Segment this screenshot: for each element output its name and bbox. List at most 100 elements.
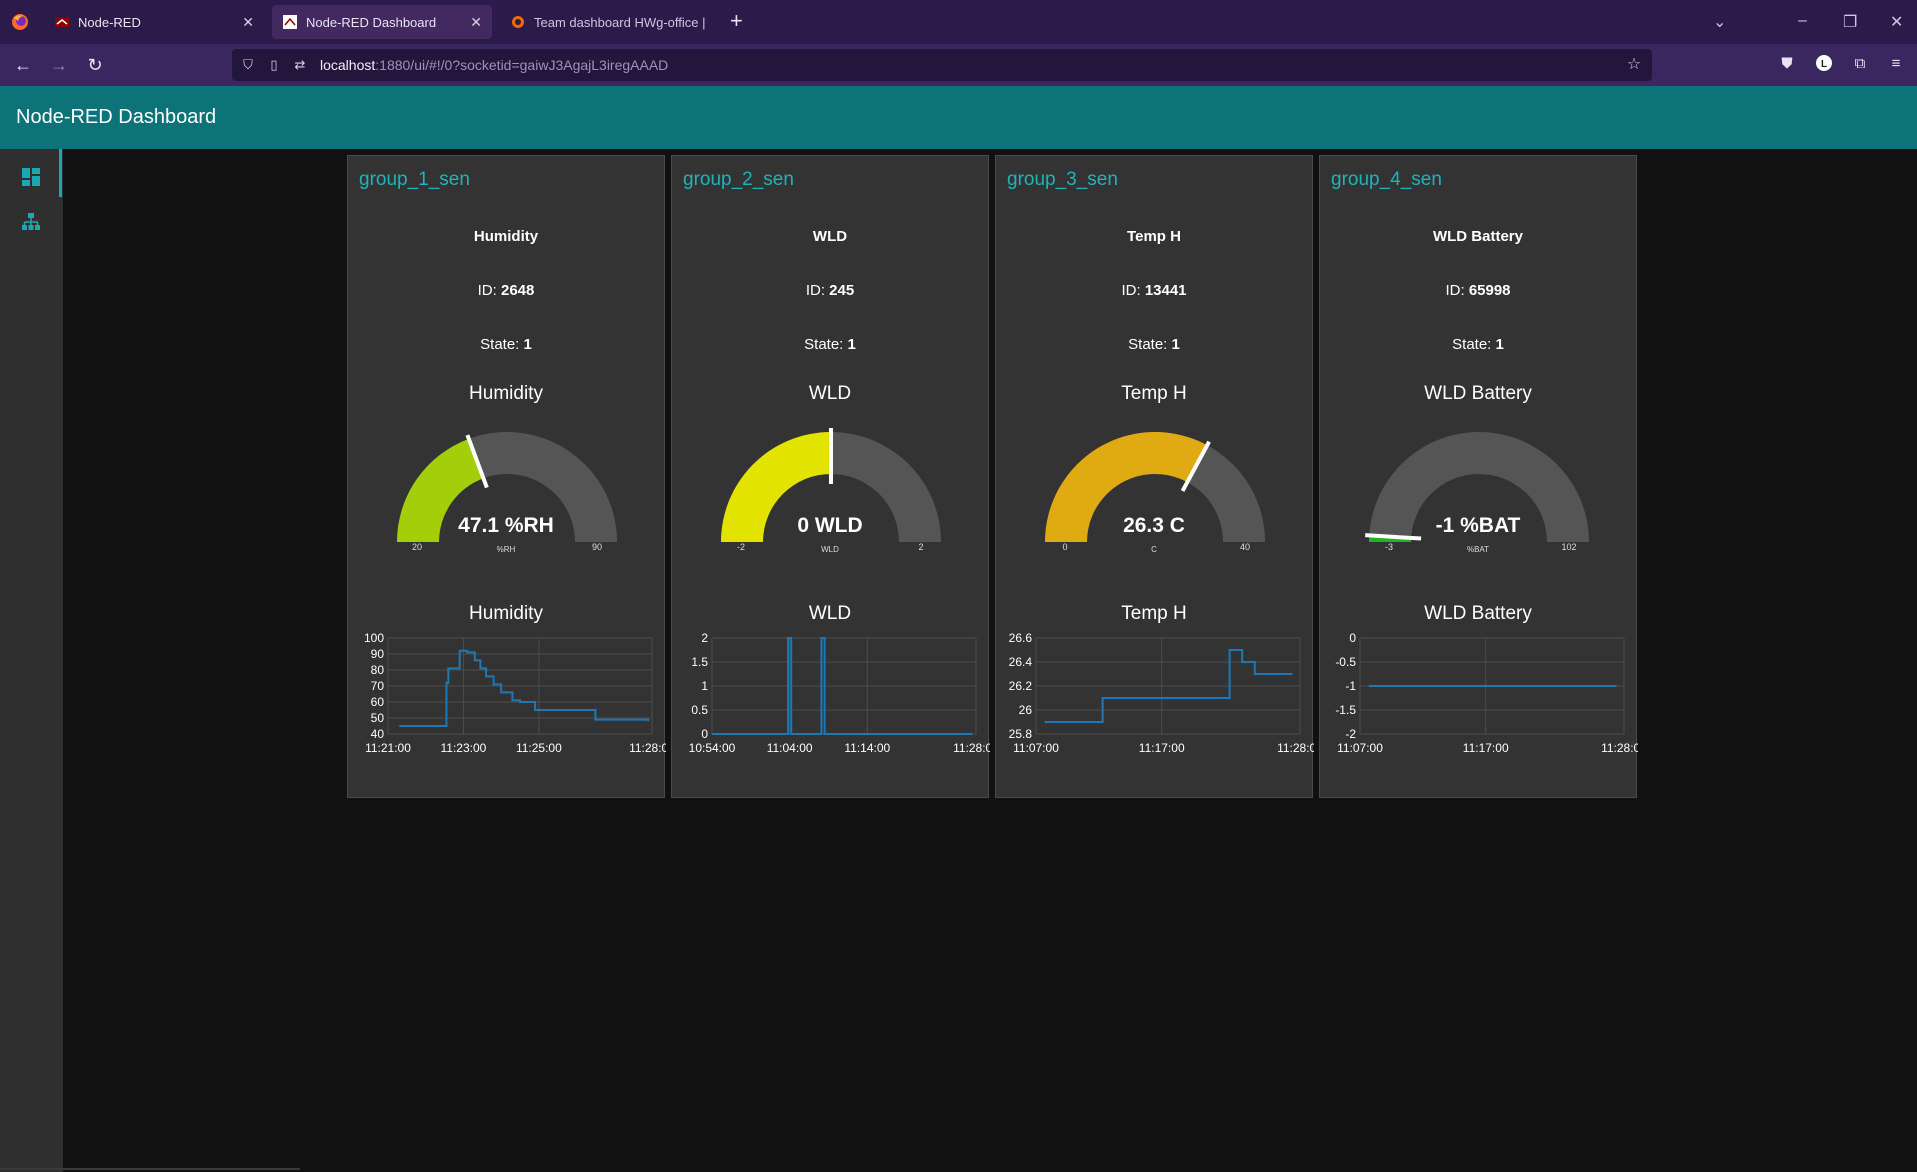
y-tick-label: 0: [1349, 631, 1356, 645]
forward-arrow-icon[interactable]: →: [50, 55, 68, 75]
sensor-name: WLD Battery: [1432, 228, 1523, 245]
list-all-tabs-icon[interactable]: ⌄: [1713, 14, 1727, 31]
y-tick-label: -1: [1345, 679, 1356, 693]
scrollbar-strip: [0, 1168, 300, 1170]
id-label: ID:: [805, 282, 830, 299]
y-tick-label: 0: [701, 727, 708, 741]
y-tick-label: -2: [1345, 727, 1356, 741]
pocket-icon[interactable]: ⛊: [1781, 55, 1793, 72]
line-chart: 2 1.5 1 0.5 010:54:00 11:04:00 11:14:00 11:28:0…: [689, 631, 990, 755]
tab-title: Team dashboard HWg-office | S: [534, 14, 706, 30]
chart-title: WLD Battery: [1424, 603, 1532, 624]
extensions-icon[interactable]: ⧉: [1854, 55, 1866, 72]
id-label: ID:: [1121, 282, 1145, 299]
x-tick-label: 10:54:00: [689, 741, 736, 755]
x-tick-label: 11:23:00: [441, 741, 487, 755]
url-bar[interactable]: ⛉ ▯ ⇄ localhost:1880/ui/#!/0?socketid=ga…: [232, 49, 1652, 81]
menu-icon[interactable]: ≡: [1891, 55, 1901, 72]
series-line: [1044, 649, 1293, 723]
gauge-unit: %RH: [496, 545, 516, 554]
x-tick-label: 11:14:00: [844, 741, 890, 755]
gauge-value: 47.1 %RH: [458, 514, 554, 537]
x-tick-label: 11:28:00: [1601, 741, 1638, 755]
firefox-logo-icon[interactable]: [10, 12, 30, 32]
group-card: group_1_sen Humidity ID: 2648 State: 1 H…: [347, 155, 666, 798]
permissions-icon[interactable]: ⇄: [294, 57, 306, 72]
svg-text:L: L: [1821, 59, 1827, 70]
y-tick-label: 60: [371, 695, 385, 709]
group-card: group_4_sen WLD Battery ID: 65998 State:…: [1319, 155, 1638, 798]
x-tick-label: 11:21:00: [365, 741, 411, 755]
close-icon[interactable]: ✕: [242, 13, 254, 30]
bookmark-star-icon[interactable]: ☆: [1626, 56, 1642, 73]
state-label: State:: [1452, 336, 1496, 353]
gauge-track: [1369, 432, 1589, 542]
gauge: [1045, 432, 1265, 542]
tab-team-dashboard[interactable]: Team dashboard HWg-office | S: [500, 5, 716, 39]
chart-title: Temp H: [1121, 603, 1187, 624]
sensor-id: ID: 2648: [348, 282, 664, 299]
gauge-fill: [1045, 432, 1208, 542]
dashboard-tab-icon[interactable]: [20, 166, 42, 188]
y-tick-label: 26: [1019, 703, 1033, 717]
chart-title: WLD: [808, 603, 852, 624]
y-tick-label: 100: [364, 631, 384, 645]
x-tick-label: 11:04:00: [767, 741, 813, 755]
sensor-state: State: 1: [672, 336, 988, 353]
y-tick-label: 40: [371, 727, 385, 741]
x-tick-label: 11:28:00: [953, 741, 990, 755]
id-value: 2648: [500, 282, 535, 299]
y-tick-label: 80: [371, 663, 385, 677]
gauge-title: WLD: [808, 383, 852, 404]
tab-node-red-dashboard[interactable]: Node-RED Dashboard ✕: [272, 5, 492, 39]
group-title: group_1_sen: [359, 169, 470, 190]
gauge-value: 0 WLD: [797, 514, 863, 537]
sitemap-tab-icon[interactable]: [20, 211, 42, 233]
line-chart: 26.6 26.4 26.2 26 25.811:07:00 11:17:00 11:28:…: [1009, 631, 1314, 755]
sensor-name: Humidity: [473, 228, 539, 245]
gauge: [1365, 432, 1589, 542]
y-tick-label: -1.5: [1335, 703, 1356, 717]
tab-node-red[interactable]: Node-RED ✕: [44, 5, 264, 39]
close-icon[interactable]: ✕: [470, 13, 482, 30]
gauge-unit: WLD: [821, 545, 839, 554]
y-tick-label: 26.2: [1009, 679, 1033, 693]
restore-icon[interactable]: ❐: [1843, 14, 1858, 31]
url-text[interactable]: localhost:1880/ui/#!/0?socketid=gaiwJ3Ag…: [320, 57, 668, 73]
y-tick-label: 1: [701, 679, 708, 693]
page-icon[interactable]: ▯: [270, 57, 278, 72]
id-label: ID:: [477, 282, 501, 299]
x-tick-label: 11:07:00: [1013, 741, 1059, 755]
y-tick-label: 90: [371, 647, 385, 661]
x-tick-label: 11:17:00: [1139, 741, 1185, 755]
gauge-needle: [1365, 533, 1422, 541]
group-card: group_3_sen Temp H ID: 13441 State: 1 Te…: [995, 155, 1314, 798]
reload-icon[interactable]: ↻: [87, 55, 103, 75]
close-window-icon[interactable]: ✕: [1890, 14, 1904, 31]
gauge-min: -2: [736, 542, 745, 552]
state-value: 1: [523, 336, 532, 353]
node-red-favicon-icon: [283, 15, 297, 29]
shield-icon[interactable]: ⛉: [243, 57, 253, 72]
back-arrow-icon[interactable]: ←: [14, 55, 32, 75]
url-path: :1880/ui/#!/0?socketid=gaiwJ3AgajL3iregA…: [375, 57, 669, 73]
x-tick-label: 11:07:00: [1337, 741, 1383, 755]
gauge-max: 102: [1561, 542, 1577, 552]
gauge-needle: [465, 434, 489, 489]
gauge-fill: [397, 438, 484, 542]
minimize-icon[interactable]: –: [1798, 12, 1807, 29]
account-avatar-icon[interactable]: L: [1814, 54, 1834, 74]
sensor-id: ID: 245: [672, 282, 988, 299]
group-card: group_2_sen WLD ID: 245 State: 1 WLD 0 W…: [671, 155, 990, 798]
state-label: State:: [804, 336, 848, 353]
group-title: group_3_sen: [1007, 169, 1118, 190]
x-tick-label: 11:28:00: [1277, 741, 1314, 755]
gauge-fill: [721, 432, 831, 542]
y-tick-label: 25.8: [1009, 727, 1033, 741]
new-tab-button[interactable]: +: [730, 8, 743, 33]
y-tick-label: 70: [371, 679, 385, 693]
sensor-id: ID: 13441: [996, 282, 1312, 299]
gauge: [721, 428, 941, 542]
browser-tab-bar: Node-RED ✕ Node-RED Dashboard ✕ Team das…: [0, 0, 1917, 44]
state-label: State:: [1128, 336, 1172, 353]
